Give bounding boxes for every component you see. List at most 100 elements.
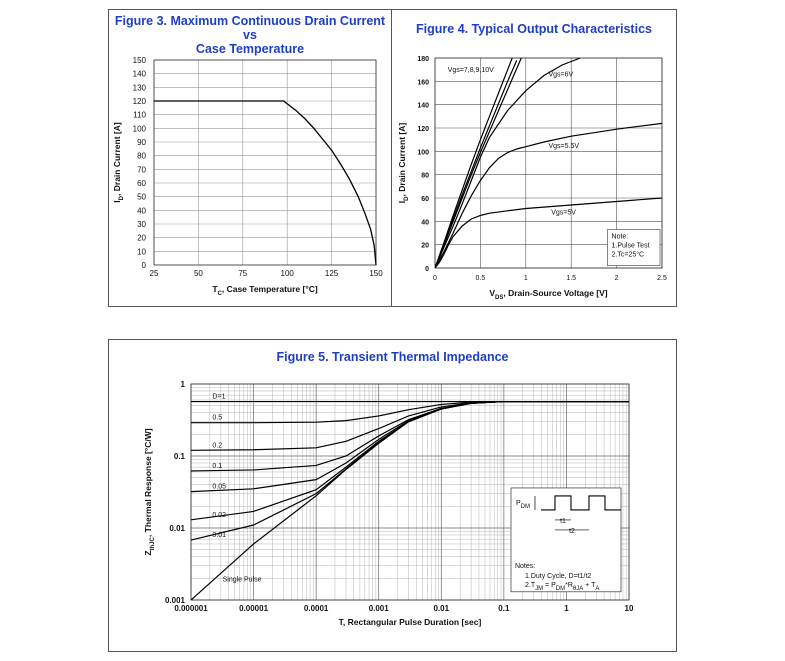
fig5-curve-label: D=1 [212, 394, 225, 401]
fig3-xlabel: TC, Case Temperature [°C] [212, 284, 318, 297]
fig4-series-line [435, 60, 518, 268]
fig5-curve-label: 0.01 [212, 532, 226, 539]
fig4-ytick-label: 180 [417, 56, 429, 63]
fig3-xtick-label: 100 [281, 269, 295, 278]
fig4-curve-label: Vgs=5V [551, 209, 576, 216]
fig5-xtick-label: 0.0001 [304, 604, 329, 613]
fig4-curve-label: Vgs=6V [549, 72, 574, 79]
fig3-xtick-label: 150 [369, 269, 383, 278]
fig3-xtick-label: 125 [325, 269, 339, 278]
fig3-series-line [154, 100, 377, 266]
fig4-xtick-label: 1.5 [566, 275, 576, 282]
fig3-ytick-label: 80 [137, 152, 146, 161]
fig4-curve-label: Vgs=7,8,9,10V [448, 67, 494, 74]
fig4-xtick-label: 2.5 [657, 275, 667, 282]
fig5-ytick-label: 0.1 [174, 452, 186, 461]
fig4-ytick-label: 100 [417, 149, 429, 156]
fig5-xtick-label: 0.1 [498, 604, 510, 613]
fig5-xtick-label: 0.00001 [239, 604, 268, 613]
fig3-ytick-label: 140 [133, 70, 147, 79]
fig4-chart: 0 20 40 60 80 100 120 140 160 180 0 0.5 1 1.5 2 2.5 Vgs=… [397, 56, 667, 301]
fig5-series-line [191, 400, 629, 472]
fig3-ytick-label: 50 [137, 193, 146, 202]
fig3-ytick-label: 0 [142, 261, 147, 270]
fig3-xtick-label: 25 [150, 269, 159, 278]
fig4-ytick-label: 40 [421, 219, 429, 226]
fig4-series-line [435, 58, 513, 268]
fig5-inset-box [510, 487, 622, 593]
fig4-xtick-label: 1 [524, 275, 528, 282]
fig5-ylabel: ZthJC, Thermal Response [°C/W] [143, 428, 156, 555]
fig4-ylabel: ID, Drain Current [A] [397, 123, 410, 204]
fig4-ytick-label: 20 [421, 243, 429, 250]
fig4-note-box [607, 229, 661, 266]
fig3-ytick-label: 130 [133, 83, 147, 92]
fig4-plot-frame [434, 57, 663, 269]
fig5-curve-label: Single Pulse [223, 577, 262, 584]
fig3-ytick-label: 20 [137, 234, 146, 243]
fig5-curve-label: 0.1 [212, 463, 222, 470]
fig3-xtick-label: 50 [194, 269, 203, 278]
fig4-xlabel: VDS, Drain-Source Voltage [V] [489, 288, 607, 301]
fig5-panel: Figure 5. Transient Thermal Impedance 0.… [108, 339, 677, 652]
fig5-inset-note2: 2.TJM = PDM*RθJA + TA [525, 582, 599, 592]
fig3-title-line2: Case Temperature [195, 42, 305, 56]
fig5-xtick-label: 1 [564, 604, 569, 613]
fig5-inset-pulse-waveform [540, 495, 621, 511]
fig4-xtick-label: 0.5 [476, 275, 486, 282]
fig5-curve-label: 0.2 [212, 442, 222, 449]
fig4-panel: Figure 4. Typical Output Characteristics… [391, 9, 677, 307]
fig3-ytick-label: 100 [133, 124, 147, 133]
fig4-ytick-label: 160 [417, 79, 429, 86]
fig5-xtick-label: 0.01 [433, 604, 449, 613]
fig5-inset-t2-label: t2 [569, 528, 575, 535]
fig4-series-line [435, 58, 522, 268]
fig3-ylabel: ID, Drain Current [A] [112, 122, 125, 203]
fig5-xtick-label: 0.001 [369, 604, 390, 613]
fig3-panel: Figure 3. Maximum Continuous Drain Curre… [108, 9, 392, 307]
fig4-ytick-label: 140 [417, 103, 429, 110]
fig3-chart: 0 10 20 30 40 50 60 70 80 90 100 110 120 130 140 150 25 5… [112, 56, 383, 297]
fig3-title-line1: Figure 3. Maximum Continuous Drain Curre… [114, 14, 386, 42]
fig5-xtick-label: 0.000001 [174, 604, 208, 613]
fig3-ytick-label: 110 [133, 111, 146, 120]
fig4-ytick-label: 120 [417, 126, 429, 133]
fig5-curve-label: 0.5 [212, 415, 222, 422]
fig4-curve-label: Vgs=5.5V [549, 143, 580, 150]
fig5-ytick-label: 0.01 [169, 524, 185, 533]
fig5-xtick-label: 10 [625, 604, 634, 613]
fig4-series-line [435, 122, 662, 268]
fig3-ytick-label: 70 [137, 165, 146, 174]
fig5-curve-label: 0.05 [212, 484, 226, 491]
fig5-plot-frame [190, 383, 630, 601]
fig4-title: Figure 4. Typical Output Characteristics [416, 22, 652, 36]
fig4-series-line [435, 58, 581, 268]
fig4-ytick-label: 0 [425, 266, 429, 273]
fig3-ytick-label: 150 [133, 56, 147, 65]
fig4-series-line [435, 197, 662, 268]
fig3-xtick-label: 75 [238, 269, 247, 278]
fig5-inset-t1-label: t1 [560, 518, 566, 525]
fig3-plot-frame [153, 59, 377, 266]
fig5-curve-label: 0.02 [212, 512, 226, 519]
fig5-ytick-label: 1 [181, 380, 186, 389]
fig5-inset-note1: 1.Duty Cycle, D=t1/t2 [525, 573, 591, 580]
fig3-ytick-label: 30 [137, 220, 146, 229]
fig5-series-line [191, 400, 629, 600]
fig3-ytick-label: 120 [133, 97, 147, 106]
fig3-ytick-label: 60 [137, 179, 146, 188]
fig3-ytick-label: 10 [137, 247, 146, 256]
fig5-inset-pdm-label: PDM [516, 500, 530, 510]
fig3-ytick-label: 40 [137, 206, 146, 215]
fig4-note-line: 2.Tc=25°C [612, 251, 645, 259]
fig5-xlabel: T, Rectangular Pulse Duration [sec] [339, 617, 482, 627]
fig5-ytick-label: 0.001 [165, 596, 186, 605]
fig4-xtick-label: 0 [433, 275, 437, 282]
fig3-ytick-label: 90 [137, 138, 146, 147]
fig4-note-line: 1.Pulse Test [612, 243, 650, 250]
fig3-title: Figure 3. Maximum Continuous Drain Curre… [109, 14, 391, 56]
fig5-title: Figure 5. Transient Thermal Impedance [276, 350, 509, 364]
fig5-chart: 0.000001 0.00001 0.0001 0.001 0.01 0.1 1 10 0.00… [143, 380, 634, 627]
fig4-xtick-label: 2 [615, 275, 619, 282]
fig4-note-line: Note: [612, 234, 629, 241]
